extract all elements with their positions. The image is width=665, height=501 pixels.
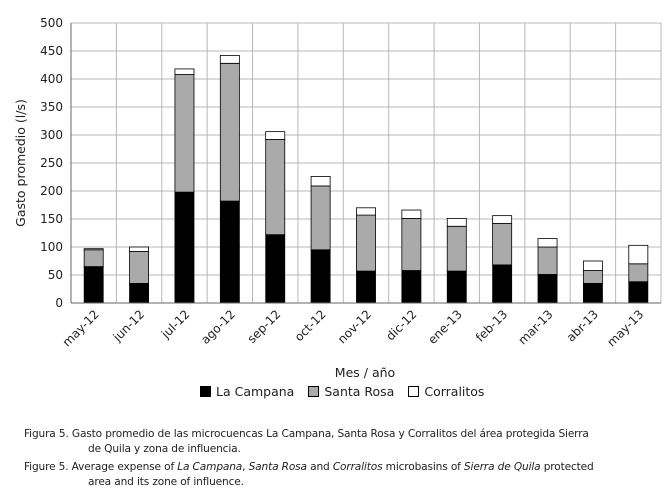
x-tick-label: nov-12 (335, 307, 374, 346)
bar-segment-corralitos-ene-13 (446, 218, 467, 227)
x-tick-labels: may-12 jun-12 jul-12 ago-12 sep-12 oct-12 nov-… (60, 307, 647, 349)
bar-segment-corralitos-jul-12 (174, 68, 195, 75)
bar-segment-corralitos-ago-12 (219, 55, 240, 64)
bar-segment-la-campana-dic-12 (401, 270, 422, 304)
x-tick-label: jun-12 (110, 307, 148, 345)
bar-segment-la-campana-jun-12 (129, 282, 150, 304)
bar-segment-corralitos-may-12 (83, 248, 104, 251)
y-axis-title: Gasto promedio (l/s) (13, 99, 28, 227)
bar-segment-la-campana-jul-12 (174, 191, 195, 304)
legend-swatch-corralitos (408, 385, 420, 397)
caption-es-line1: Figura 5. Gasto promedio de las microcue… (24, 428, 589, 440)
y-tick-label: 400 (40, 72, 63, 86)
y-tick-label: 450 (40, 44, 63, 58)
y-tick-label: 50 (48, 268, 63, 282)
stacked-bar-chart: 0 50 100 150 200 250 300 350 400 450 500 may-12 jun… (13, 16, 662, 380)
bar-segment-la-campana-ene-13 (446, 270, 467, 304)
y-tick-label: 350 (40, 100, 63, 114)
bar-segment-la-campana-sep-12 (265, 234, 286, 304)
bar-segment-santa-rosa-nov-12 (356, 214, 376, 272)
legend-item-santa-rosa: Santa Rosa (308, 384, 394, 399)
y-tick-label: 0 (55, 296, 63, 310)
bar-segment-santa-rosa-may-12 (83, 249, 104, 268)
bar-segment-santa-rosa-mar-13 (537, 246, 558, 275)
y-tick-label: 300 (40, 128, 63, 142)
x-tick-label: mar-13 (515, 307, 555, 347)
bar-segment-la-campana-oct-12 (310, 249, 331, 304)
x-tick-label: ago-12 (198, 307, 238, 347)
bar-segment-corralitos-may-13 (628, 244, 649, 265)
bar-segment-santa-rosa-ago-12 (219, 62, 240, 202)
bar-segment-corralitos-feb-13 (492, 215, 513, 224)
legend-swatch-la-campana (200, 385, 211, 397)
x-tick-label: may-13 (604, 307, 646, 349)
bar-segment-santa-rosa-may-13 (628, 263, 649, 283)
x-tick-label: oct-12 (292, 307, 329, 344)
bar-segment-corralitos-mar-13 (537, 238, 558, 248)
bar-segment-la-campana-mar-13 (537, 274, 558, 304)
legend-item-la-campana: La Campana (200, 384, 294, 399)
y-tick-label: 250 (40, 156, 63, 170)
x-tick-label: jul-12 (158, 307, 193, 342)
legend-item-corralitos: Corralitos (408, 384, 484, 399)
caption-en: Figure 5. Average expense of La Campana,… (24, 460, 594, 490)
axes (70, 23, 661, 304)
bar-segment-santa-rosa-feb-13 (492, 223, 513, 266)
x-tick-label: may-12 (60, 307, 102, 349)
y-tick-labels: 0 50 100 150 200 250 300 350 400 450 500 (40, 16, 63, 310)
legend-label-la-campana: La Campana (216, 383, 295, 399)
bar-segment-la-campana-may-13 (628, 281, 649, 304)
bar-segment-santa-rosa-jul-12 (174, 74, 195, 193)
legend-swatch-santa-rosa (308, 385, 320, 397)
x-tick-label: dic-12 (383, 307, 419, 343)
bar-segment-la-campana-may-12 (83, 266, 104, 304)
bar-segment-corralitos-abr-13 (582, 260, 603, 271)
bar-segment-la-campana-nov-12 (356, 270, 376, 304)
x-tick-label: abr-13 (564, 307, 601, 344)
y-tick-label: 100 (40, 240, 63, 254)
bar-segment-corralitos-sep-12 (265, 131, 286, 140)
bar-segment-santa-rosa-oct-12 (310, 185, 331, 251)
x-tick-label: ene-13 (425, 307, 465, 347)
bar-segment-corralitos-nov-12 (356, 207, 376, 216)
legend: La Campana Santa Rosa Corralitos (200, 383, 484, 399)
bar-segment-corralitos-dic-12 (401, 209, 422, 219)
y-tick-label: 200 (40, 184, 63, 198)
bar-segment-santa-rosa-abr-13 (582, 270, 603, 284)
bar-segment-santa-rosa-sep-12 (265, 139, 286, 236)
x-axis-title: Mes / año (335, 365, 395, 380)
legend-label-santa-rosa: Santa Rosa (324, 383, 395, 399)
legend-label-corralitos: Corralitos (424, 383, 485, 399)
caption-es-line2: de Quila y zona de influencia. (88, 443, 241, 455)
bar-segment-la-campana-ago-12 (219, 200, 240, 304)
y-tick-label: 150 (40, 212, 63, 226)
bars (83, 55, 649, 304)
bar-segment-la-campana-feb-13 (492, 264, 513, 304)
bar-segment-santa-rosa-ene-13 (446, 225, 467, 272)
bar-segment-corralitos-jun-12 (129, 246, 150, 252)
bar-segment-corralitos-oct-12 (310, 176, 331, 187)
caption-en-line1: Figure 5. Average expense of La Campana,… (24, 461, 594, 473)
x-tick-label: feb-13 (473, 307, 510, 344)
bar-segment-santa-rosa-dic-12 (401, 218, 422, 271)
y-tick-label: 500 (40, 16, 63, 30)
caption-en-line2: area and its zone of influence. (88, 476, 244, 488)
x-tick-label: sep-12 (245, 307, 284, 346)
bar-segment-santa-rosa-jun-12 (129, 251, 150, 284)
caption-es: Figura 5. Gasto promedio de las microcue… (24, 427, 589, 457)
bar-segment-la-campana-abr-13 (582, 282, 603, 304)
